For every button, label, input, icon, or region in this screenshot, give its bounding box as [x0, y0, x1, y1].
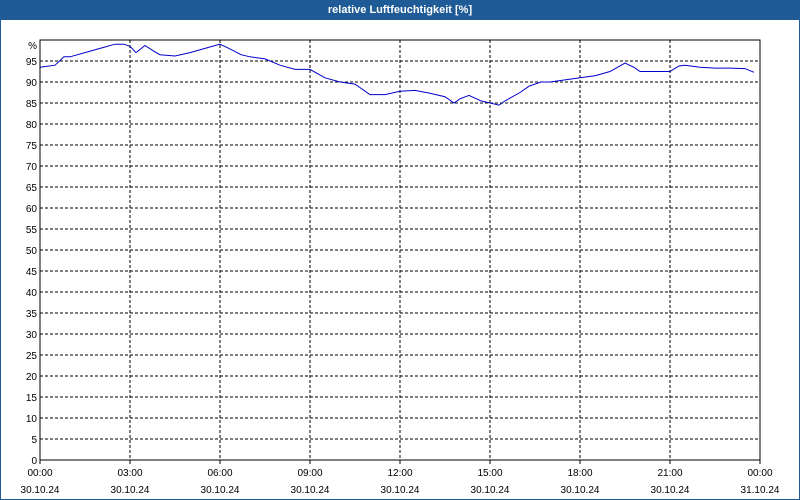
- x-tick-date-label: 30.10.24: [201, 485, 240, 496]
- y-tick-label: 5: [31, 435, 37, 446]
- x-tick-time-label: 03:00: [117, 468, 142, 479]
- y-tick-label: 45: [26, 267, 38, 278]
- x-tick-date-label: 30.10.24: [381, 485, 420, 496]
- y-tick-label: 15: [26, 393, 38, 404]
- x-tick-date-label: 30.10.24: [471, 485, 510, 496]
- x-tick-time-label: 21:00: [657, 468, 682, 479]
- x-tick-date-label: 30.10.24: [111, 485, 150, 496]
- x-tick-time-label: 18:00: [567, 468, 592, 479]
- x-tick-date-label: 30.10.24: [651, 485, 690, 496]
- y-tick-label: 25: [26, 351, 38, 362]
- x-tick-time-label: 12:00: [387, 468, 412, 479]
- y-tick-label: 95: [26, 57, 38, 68]
- y-tick-label: 80: [26, 120, 38, 131]
- x-tick-date-label: 31.10.24: [741, 485, 780, 496]
- x-tick-time-label: 06:00: [207, 468, 232, 479]
- x-tick-time-label: 15:00: [477, 468, 502, 479]
- x-tick-time-label: 00:00: [27, 468, 52, 479]
- y-tick-label: 0: [31, 456, 37, 467]
- y-tick-label: 20: [26, 372, 38, 383]
- y-tick-label: 30: [26, 330, 38, 341]
- y-tick-label: 65: [26, 183, 38, 194]
- y-tick-label: 40: [26, 288, 38, 299]
- grid: [40, 40, 760, 460]
- x-tick-time-label: 00:00: [747, 468, 772, 479]
- y-tick-label: 90: [26, 78, 38, 89]
- x-tick-date-label: 30.10.24: [21, 485, 60, 496]
- y-tick-label: 70: [26, 162, 38, 173]
- humidity-line: [39, 43, 755, 106]
- y-tick-label: 55: [26, 225, 38, 236]
- x-axis: 00:00 30.10.24 03:00 30.10.24 06:00 30.10.24 0…: [21, 460, 780, 496]
- plot-area-border: [39, 39, 761, 461]
- chart-title: relative Luftfeuchtigkeit [%]: [1, 1, 799, 20]
- y-tick-label: 35: [26, 309, 38, 320]
- y-tick-label: 60: [26, 204, 38, 215]
- x-tick-time-label: 09:00: [297, 468, 322, 479]
- y-tick-label: 50: [26, 246, 38, 257]
- y-tick-label: 85: [26, 99, 38, 110]
- y-axis-unit-label: %: [28, 41, 37, 52]
- x-tick-date-label: 30.10.24: [561, 485, 600, 496]
- y-tick-label: 10: [26, 414, 38, 425]
- x-tick-date-label: 30.10.24: [291, 485, 330, 496]
- y-axis: 0 5 10 15 20 25 30 35 40 45 50 55 60 65 70 75 80 85 90 95: [26, 57, 38, 467]
- y-tick-label: 75: [26, 141, 38, 152]
